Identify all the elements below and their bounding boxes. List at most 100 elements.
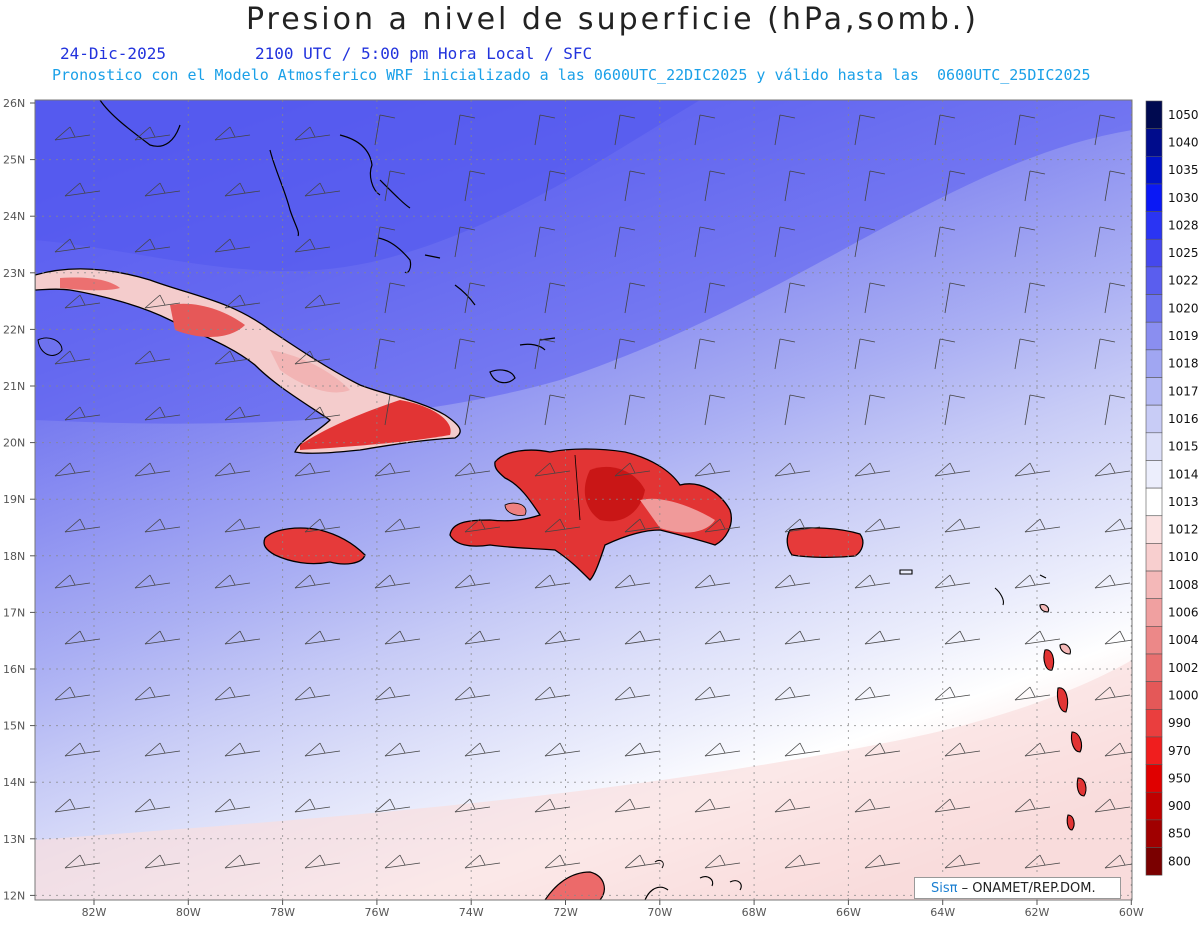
wind-barb [454, 574, 491, 589]
colorbar-swatch [1145, 294, 1163, 323]
wind-barb [784, 282, 806, 314]
colorbar-label: 990 [1168, 716, 1191, 730]
wind-barb [454, 686, 491, 701]
wind-barb [64, 518, 101, 533]
colorbar-label: 1025 [1168, 246, 1199, 260]
colorbar-label: 1019 [1168, 329, 1199, 343]
map-frame [34, 99, 1133, 901]
lat-label: 21N [3, 380, 25, 393]
colorbar-swatch [1145, 570, 1163, 599]
wind-barb [864, 282, 886, 314]
wind-barb [1104, 170, 1126, 202]
wind-barb [54, 686, 91, 701]
wind-barb [464, 630, 501, 645]
wind-barb [534, 338, 556, 370]
wind-barb [544, 630, 581, 645]
wind-barb [64, 630, 101, 645]
wind-barb [614, 574, 651, 589]
wind-barb [304, 294, 341, 309]
wind-barb [1094, 226, 1116, 258]
wind-barb [144, 854, 181, 869]
wind-barb [1024, 282, 1046, 314]
wind-barb [464, 394, 486, 426]
colorbar-swatch [1145, 183, 1163, 212]
wind-barb [464, 282, 486, 314]
lat-label: 15N [3, 720, 25, 733]
wind-barb [1014, 686, 1051, 701]
wind-barb [1024, 394, 1046, 426]
wind-barb [864, 518, 901, 533]
wind-barb [134, 462, 171, 477]
wind-barb [854, 338, 876, 370]
wind-barb [135, 911, 170, 924]
wind-barb [1024, 630, 1061, 645]
wind-barb [934, 798, 971, 813]
colorbar-swatch [1145, 238, 1163, 268]
wind-barb [384, 282, 406, 314]
wind-barb [374, 686, 411, 701]
wind-barb [774, 462, 811, 477]
lat-label: 20N [3, 437, 25, 450]
wind-barb [374, 462, 411, 477]
wind-barb [784, 518, 821, 533]
wind-barb [304, 406, 341, 421]
colorbar-swatch [1145, 266, 1163, 295]
wind-barb [854, 574, 891, 589]
colorbar-label: 1035 [1168, 163, 1199, 177]
wind-barb [624, 282, 646, 314]
colorbar-label: 1008 [1168, 578, 1199, 592]
wind-barb [304, 182, 341, 197]
wind-barb [1014, 462, 1051, 477]
wind-barb [304, 630, 341, 645]
wind-barb [464, 518, 501, 533]
colorbar-label: 1012 [1168, 523, 1199, 537]
colorbar-swatch [1145, 598, 1163, 627]
wind-barb [944, 282, 966, 314]
wind-barb [1094, 114, 1116, 146]
wind-barb [854, 798, 891, 813]
colorbar-label: 1016 [1168, 412, 1199, 426]
wind-barb [224, 742, 261, 757]
lesser-antilles [899, 569, 1087, 831]
wind-barb [214, 126, 251, 141]
lat-label: 23N [3, 267, 25, 280]
colorbar-swatch [1145, 736, 1163, 765]
wind-barb [134, 798, 171, 813]
wind-barb [54, 126, 91, 141]
lon-label: 80W [176, 906, 201, 919]
wind-barb [64, 294, 101, 309]
wind-barb [1104, 282, 1126, 314]
wind-barb [704, 518, 741, 533]
wind-barb [1094, 686, 1131, 701]
wind-barb [54, 238, 91, 253]
map-title: Presion a nivel de superficie (hPa,somb.… [245, 2, 980, 37]
lon-label: 60W [1119, 906, 1144, 919]
pressure-colorbar: 1050 1040 1035 1030 1028 1025 1022 1020 1019 1018… [1145, 100, 1199, 876]
wind-barb [144, 518, 181, 533]
sispi-brand: Sisπ [931, 881, 958, 896]
wind-barb [534, 686, 571, 701]
wind-barb [54, 798, 91, 813]
colorbar-label: 900 [1168, 799, 1191, 813]
colorbar-label: 1018 [1168, 357, 1199, 371]
wind-barb [624, 170, 646, 202]
lat-label: 19N [3, 493, 25, 506]
wind-barb [224, 182, 261, 197]
wind-barb [934, 226, 956, 258]
colorbar-label: 1050 [1168, 108, 1199, 122]
wind-barb [224, 294, 261, 309]
wind-barb [464, 854, 501, 869]
wind-barb [384, 630, 421, 645]
wind-barb [384, 854, 421, 869]
colorbar-swatch [1145, 100, 1163, 129]
credit-box: Sisπ – ONAMET/REP.DOM. [914, 877, 1121, 899]
credit-text: – ONAMET/REP.DOM. [957, 881, 1096, 896]
colorbar-swatch [1145, 432, 1163, 461]
wind-barb [534, 114, 556, 146]
wind-barb [774, 226, 796, 258]
wind-barb [134, 238, 171, 253]
wind-barb [1104, 854, 1132, 869]
colorbar-swatch [1145, 653, 1163, 682]
wind-barb [544, 170, 566, 202]
